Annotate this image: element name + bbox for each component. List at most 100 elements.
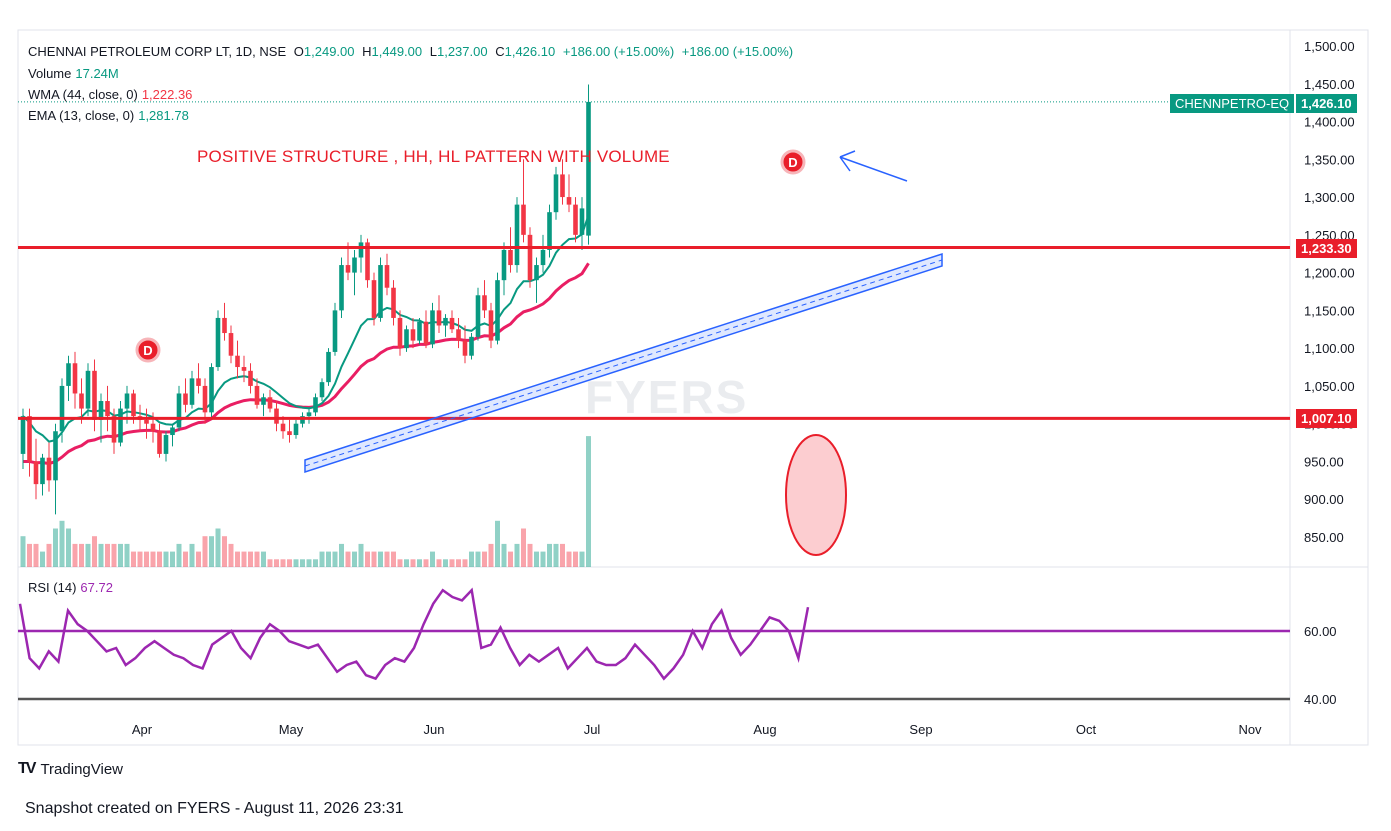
volume-bar	[27, 543, 32, 567]
volume-bar	[293, 559, 299, 567]
volume-bar	[287, 559, 292, 567]
chart-annotation: POSITIVE STRUCTURE , HH, HL PATTERN WITH…	[197, 147, 670, 166]
candle-body	[72, 363, 78, 394]
candle-body	[521, 204, 526, 235]
volume-bar	[456, 559, 461, 567]
tradingview-icon: TV	[18, 760, 37, 777]
candles	[20, 84, 591, 515]
volume-bar	[261, 551, 266, 567]
dividend-marker	[135, 337, 161, 363]
volume-highlight-ellipse	[785, 434, 847, 556]
time-tick-label: Oct	[1076, 722, 1097, 737]
candle-body	[391, 287, 396, 318]
candle-body	[475, 295, 481, 337]
time-tick-label: May	[279, 722, 304, 737]
volume-bar	[280, 559, 286, 567]
candle-body	[46, 457, 52, 481]
volume-bar	[235, 551, 240, 567]
candle-body	[306, 412, 312, 417]
candle-body	[189, 378, 195, 405]
candle-body	[105, 401, 110, 417]
volume-bar	[157, 551, 162, 567]
volume-bar	[92, 536, 97, 567]
candle-body	[352, 257, 357, 273]
volume-bar	[46, 543, 52, 567]
volume-bar	[508, 551, 513, 567]
candle-body	[176, 393, 182, 428]
candle-body	[20, 416, 26, 454]
volume-bar	[475, 551, 481, 567]
candle-body	[449, 317, 455, 330]
candle-body	[469, 336, 474, 356]
candle-body	[170, 427, 175, 436]
candle-body	[124, 393, 130, 409]
symbol-legend: CHENNAI PETROLEUM CORP LT, 1D, NSE O1,24…	[28, 44, 794, 59]
dividend-marker-label: D	[143, 343, 152, 358]
time-tick-label: Jun	[424, 722, 445, 737]
volume-bar	[332, 551, 338, 567]
volume-bar	[267, 559, 273, 567]
volume-bar	[202, 536, 208, 567]
candle-body	[404, 329, 409, 349]
candle-body	[573, 204, 578, 235]
candle-body	[371, 280, 377, 318]
ema-line	[22, 214, 590, 443]
tradingview-logo[interactable]: TV TradingView	[18, 760, 123, 778]
candle-body	[183, 393, 188, 405]
candle-body	[326, 351, 331, 383]
candle-body	[235, 355, 240, 368]
volume-bar	[430, 551, 435, 567]
candle-body	[410, 329, 416, 341]
candle-body	[33, 461, 39, 485]
volume-bar	[573, 551, 578, 567]
volume-bar	[339, 543, 344, 567]
volume-bar	[254, 551, 260, 567]
high-value: 1,449.00	[371, 44, 423, 59]
volume-bar	[20, 536, 26, 567]
candle-body	[98, 401, 104, 420]
candle-body	[423, 321, 429, 345]
arrow-annotation	[839, 150, 908, 182]
volume-bar	[274, 559, 279, 567]
volume-bar	[313, 559, 318, 567]
candle-body	[339, 265, 344, 311]
time-tick-label: Apr	[132, 722, 153, 737]
price-tick-label: 1,050.00	[1304, 379, 1355, 394]
volume-bar	[560, 543, 565, 567]
candle-body	[397, 317, 403, 349]
candle-body	[267, 397, 273, 409]
volume-bar	[222, 536, 227, 567]
volume-bar	[326, 551, 331, 567]
candle-body	[534, 265, 539, 281]
volume-bar	[540, 551, 546, 567]
volume-bar	[72, 543, 78, 567]
moving-averages	[22, 214, 590, 466]
candle-body	[118, 408, 123, 443]
candle-body	[482, 295, 487, 311]
chart-overlays: DD	[18, 101, 1290, 556]
volume-bar	[176, 543, 182, 567]
volume-bar	[417, 559, 422, 567]
volume-bar	[488, 543, 494, 567]
candle-body	[313, 397, 318, 413]
snapshot-footer: Snapshot created on FYERS - August 11, 2…	[25, 800, 404, 817]
candle-body	[560, 174, 565, 198]
candle-body	[131, 393, 136, 417]
candle-body	[293, 423, 299, 436]
candle-body	[553, 174, 559, 213]
candle-body	[59, 385, 65, 432]
candle-body	[443, 317, 448, 326]
dividend-marker	[780, 149, 806, 175]
price-tick-label: 900.00	[1304, 492, 1344, 507]
volume-bars	[20, 436, 591, 567]
candle-body	[274, 408, 279, 424]
rsi-tick-label: 60.00	[1304, 624, 1337, 639]
candle-body	[508, 249, 513, 266]
candle-body	[547, 212, 552, 250]
low-value: 1,237.00	[436, 44, 488, 59]
candle-body	[378, 265, 383, 318]
volume-bar	[521, 528, 526, 567]
ema-value: 1,281.78	[138, 108, 189, 123]
volume-bar	[189, 543, 195, 567]
